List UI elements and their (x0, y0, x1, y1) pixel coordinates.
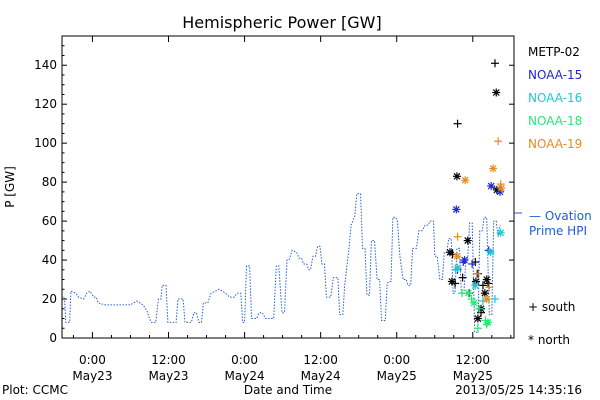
star-marker (484, 318, 493, 327)
north-marker-legend: * north (528, 333, 570, 347)
star-marker (445, 248, 454, 257)
y-axis: 0 20 40 60 80 100 120 140 (34, 45, 514, 345)
satellite-markers (445, 59, 506, 333)
x-tick-date-label: May25 (377, 369, 417, 383)
y-tick-label: 40 (42, 253, 57, 267)
y-axis-label: P [GW] (3, 166, 17, 208)
y-tick-label: 20 (42, 292, 57, 306)
star-marker (453, 263, 462, 272)
star-marker (482, 275, 491, 284)
plus-marker (478, 281, 487, 290)
x-tick-date-label: May25 (453, 369, 493, 383)
legend: METP-02 NOAA-15 NOAA-16 NOAA-18 NOAA-19 (528, 45, 582, 151)
ovation-label-line1: — Ovation (529, 209, 592, 223)
plus-marker (453, 119, 462, 128)
x-tick-time-label: 12:00 (151, 353, 186, 367)
star-marker (460, 256, 469, 265)
star-marker (447, 277, 456, 286)
plot-timestamp: 2013/05/25 14:35:16 (455, 383, 582, 397)
x-tick-date-label: May24 (225, 369, 265, 383)
x-tick-time-label: 12:00 (303, 353, 338, 367)
x-tick-date-label: May23 (148, 369, 188, 383)
y-tick-label: 140 (34, 58, 57, 72)
star-marker (486, 248, 495, 257)
y-tick-label: 80 (42, 175, 57, 189)
star-marker (461, 176, 470, 185)
plus-marker (453, 232, 462, 241)
plus-marker (473, 324, 482, 333)
y-tick-label: 0 (49, 331, 57, 345)
star-marker (473, 314, 482, 323)
star-marker (470, 298, 479, 307)
plus-marker (472, 269, 481, 278)
legend-entry: NOAA-19 (528, 137, 582, 151)
plus-marker (494, 137, 503, 146)
y-tick-label: 60 (42, 214, 57, 228)
star-marker (452, 172, 461, 181)
plus-marker (490, 295, 499, 304)
x-tick-date-label: May23 (72, 369, 112, 383)
star-marker (492, 88, 501, 97)
y-tick-label: 100 (34, 136, 57, 150)
star-marker (452, 252, 461, 261)
x-tick-time-label: 0:00 (383, 353, 410, 367)
y-tick-label: 120 (34, 97, 57, 111)
ovation-series (62, 193, 522, 333)
star-marker (482, 295, 491, 304)
star-marker (496, 187, 505, 196)
legend-entry: METP-02 (528, 45, 580, 59)
south-marker-legend: + south (528, 300, 575, 314)
legend-entry: NOAA-15 (528, 68, 582, 82)
star-marker (487, 182, 496, 191)
x-tick-time-label: 0:00 (79, 353, 106, 367)
star-marker (452, 205, 461, 214)
x-tick-time-label: 12:00 (455, 353, 490, 367)
ovation-line (62, 193, 501, 333)
x-axis-label: Date and Time (244, 383, 332, 397)
plus-marker (485, 283, 494, 292)
plus-marker (490, 59, 499, 68)
star-marker (497, 183, 506, 192)
legend-entry: NOAA-18 (528, 114, 582, 128)
x-tick-date-label: May24 (301, 369, 341, 383)
plot-frame (61, 35, 515, 339)
ovation-label-line2: Prime HPI (529, 224, 587, 238)
star-marker (489, 164, 498, 173)
star-marker (471, 281, 480, 290)
x-axis: 0:00 May23 12:00 May23 0:00 May24 12:00 May24 0:… (72, 36, 512, 383)
legend-entry: NOAA-16 (528, 91, 582, 105)
plot-credit: Plot: CCMC (2, 383, 68, 397)
star-marker (496, 228, 505, 237)
star-marker (464, 289, 473, 298)
x-tick-time-label: 0:00 (231, 353, 258, 367)
plus-marker (475, 304, 484, 313)
plus-marker (458, 273, 467, 282)
star-marker (480, 289, 489, 298)
plus-marker (468, 259, 477, 268)
star-marker (463, 236, 472, 245)
chart-title: Hemispheric Power [GW] (182, 13, 381, 32)
